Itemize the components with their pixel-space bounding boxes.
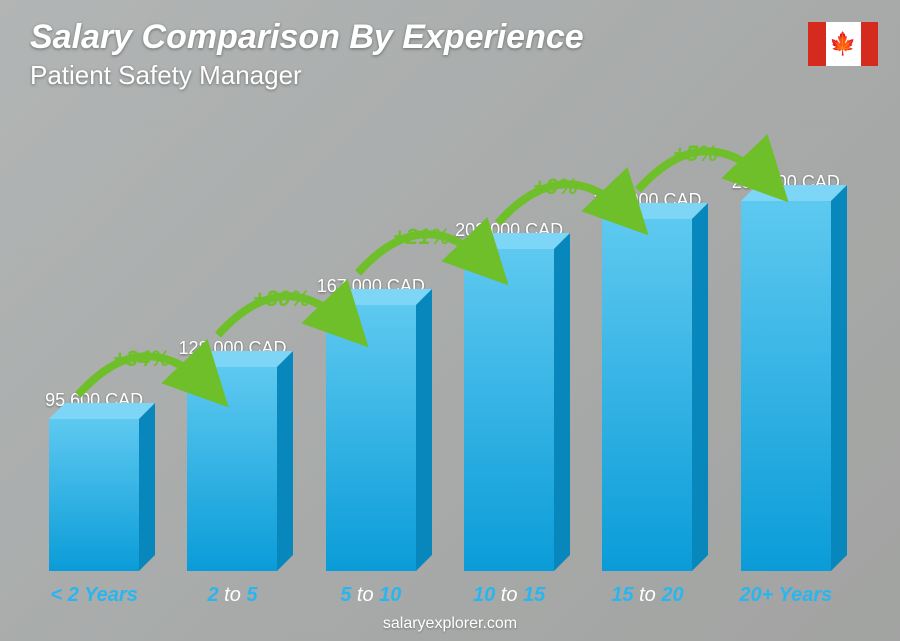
chart-title: Salary Comparison By Experience [30,18,584,57]
bar [326,305,416,571]
bar-side-face [139,403,155,571]
x-axis-label: 20+ Years [726,584,846,607]
footer-attribution: salaryexplorer.com [0,615,900,633]
country-flag: 🍁 [808,22,878,66]
x-axis-label: 2 to 5 [172,584,292,607]
bar-group: 95,600 CAD [34,390,154,571]
x-axis-labels: < 2 Years 2 to 5 5 to 10 10 to 15 15 to 20 20… [25,584,855,607]
bar-side-face [554,233,570,571]
bar-front-face [741,201,831,571]
bar-front-face [464,249,554,571]
bar-group: 221,000 CAD [587,190,707,571]
bar-top-face [326,289,432,305]
bar-side-face [692,203,708,571]
bar-chart: 95,600 CAD 128,000 CAD 167,000 CAD 202,0… [25,91,855,571]
bar-group: 202,000 CAD [449,220,569,571]
bar-front-face [49,419,139,571]
bar [187,367,277,571]
bar-top-face [741,185,847,201]
bar-top-face [464,233,570,249]
x-axis-label: 10 to 15 [449,584,569,607]
bar [464,249,554,571]
x-axis-label: < 2 Years [34,584,154,607]
bar-front-face [602,219,692,571]
bar-side-face [416,289,432,571]
flag-band-right [861,22,879,66]
bar-group: 232,000 CAD [726,172,846,571]
bar-front-face [187,367,277,571]
bar-top-face [49,403,155,419]
x-axis-label: 5 to 10 [311,584,431,607]
bar-side-face [277,351,293,571]
bar-group: 167,000 CAD [311,276,431,571]
flag-band-center: 🍁 [826,22,861,66]
bar [602,219,692,571]
infographic-container: Salary Comparison By Experience Patient … [0,0,900,641]
maple-leaf-icon: 🍁 [829,33,856,55]
bar-group: 128,000 CAD [172,338,292,571]
bar [741,201,831,571]
bar-front-face [326,305,416,571]
bar-side-face [831,185,847,571]
bar [49,419,139,571]
flag-band-left [808,22,826,66]
chart-subtitle: Patient Safety Manager [30,60,302,91]
x-axis-label: 15 to 20 [587,584,707,607]
